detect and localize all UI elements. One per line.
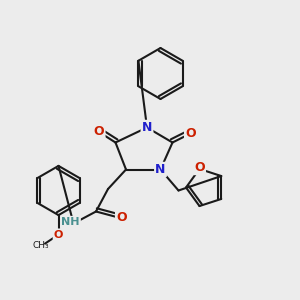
Text: O: O <box>185 127 196 140</box>
Text: N: N <box>155 163 166 176</box>
Text: O: O <box>54 230 63 240</box>
Text: CH₃: CH₃ <box>32 242 49 250</box>
Text: O: O <box>94 125 104 139</box>
Text: O: O <box>194 161 205 174</box>
Text: NH: NH <box>61 217 80 227</box>
Text: O: O <box>116 211 127 224</box>
Text: N: N <box>142 121 152 134</box>
